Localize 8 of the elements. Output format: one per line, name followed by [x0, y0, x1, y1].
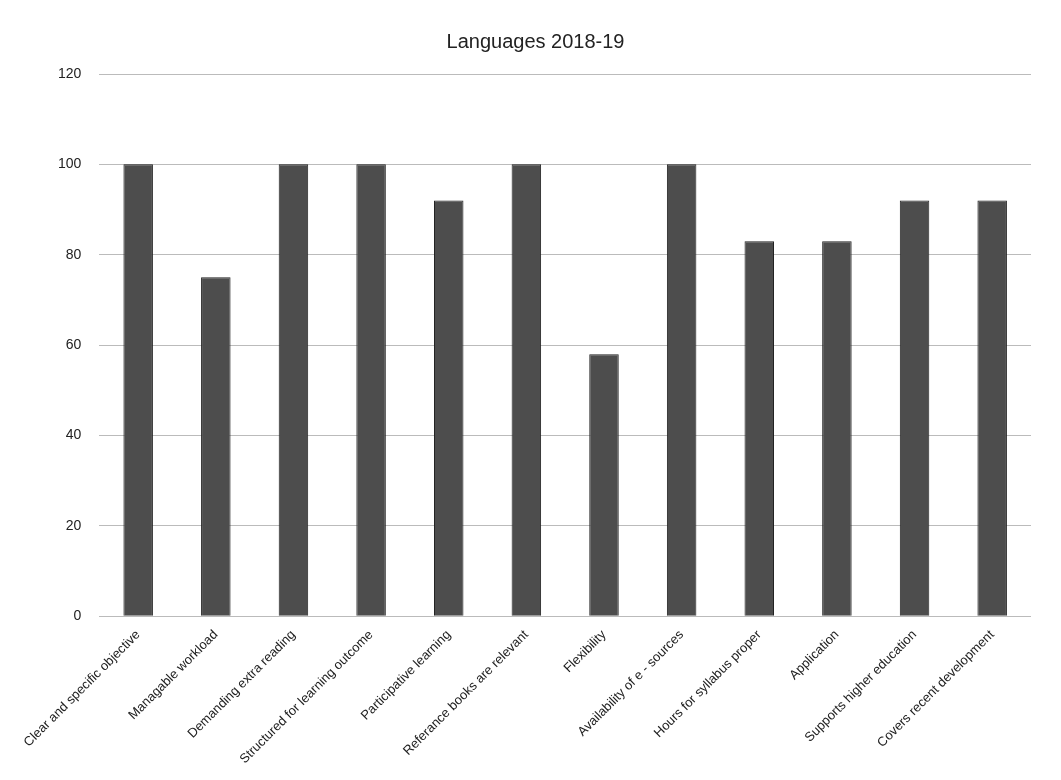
chart-title: Languages 2018-19: [446, 29, 625, 52]
y-tick-label: 60: [65, 335, 82, 352]
y-tick-label: 80: [65, 245, 82, 262]
y-tick-label: 40: [65, 426, 82, 443]
y-tick-label: 20: [65, 516, 82, 533]
y-tick-label: 120: [58, 64, 82, 81]
y-tick-label: 100: [58, 155, 82, 172]
y-tick-label: 0: [73, 607, 82, 624]
